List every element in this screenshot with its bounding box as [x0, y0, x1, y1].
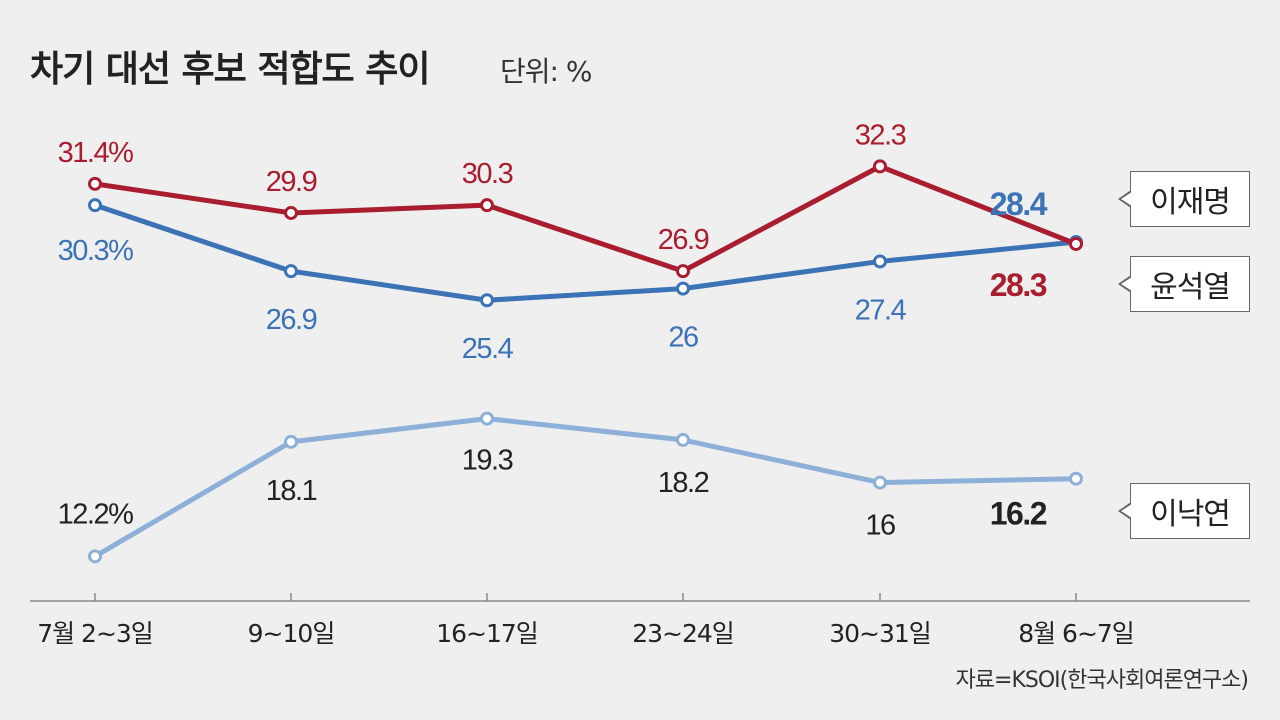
data-label: 28.4 [990, 186, 1048, 222]
series-line [93, 416, 1077, 559]
data-label: 12.2% [58, 498, 133, 530]
data-label: 30.3% [58, 235, 133, 267]
data-label: 16 [865, 510, 895, 542]
source-note: 자료=KSOI(한국사회여론연구소) [955, 668, 1249, 693]
x-tick-label: 23~24일 [632, 619, 734, 648]
data-label: 18.2 [658, 467, 709, 499]
data-point [1069, 471, 1083, 486]
series-lee-nakyon [88, 411, 1083, 564]
data-label: 26.9 [266, 304, 317, 336]
data-point [284, 434, 298, 449]
x-tick-label: 9~10일 [248, 619, 335, 648]
data-point [88, 198, 102, 213]
data-point [873, 254, 887, 269]
series-line [94, 163, 1077, 274]
data-point [676, 281, 690, 296]
data-point [480, 198, 494, 213]
data-point [88, 549, 102, 564]
data-point [88, 176, 102, 191]
data-label: 26 [668, 322, 698, 354]
data-point [1069, 236, 1083, 251]
legend-yoon-seokyeol: 윤석열 [1118, 256, 1250, 312]
data-label: 27.4 [855, 294, 907, 326]
data-label: 25.4 [462, 333, 514, 365]
x-tick-label: 16~17일 [436, 619, 538, 648]
x-tick-label: 7월 2~3일 [37, 619, 153, 648]
data-label: 26.9 [658, 224, 709, 256]
data-point [480, 293, 494, 308]
data-label: 28.3 [990, 267, 1047, 303]
legend-lee-nakyon: 이낙연 [1118, 483, 1250, 539]
series-line [94, 202, 1077, 303]
data-point [676, 264, 690, 279]
data-label: 19.3 [462, 445, 513, 477]
unit-label: 단위: % [500, 55, 592, 88]
chart-title: 차기 대선 후보 적합도 추이 [30, 49, 430, 90]
data-label: 31.4% [58, 137, 133, 169]
data-point [873, 159, 887, 174]
data-label: 16.2 [990, 496, 1047, 532]
series-yoon-seokyeol [88, 159, 1083, 279]
data-point [873, 475, 887, 490]
data-label: 29.9 [266, 166, 317, 198]
series-lee-jaemyung [88, 198, 1083, 308]
x-tick-label: 8월 6~7일 [1018, 619, 1134, 648]
data-point [284, 205, 298, 220]
x-tick-label: 30~31일 [829, 619, 931, 648]
data-point [676, 432, 690, 447]
data-label: 30.3 [462, 158, 513, 190]
data-label: 18.1 [266, 475, 317, 507]
data-point [480, 411, 494, 426]
data-label: 32.3 [855, 119, 906, 151]
legend-lee-jaemyung: 이재명 [1118, 171, 1250, 227]
data-point [284, 264, 298, 279]
